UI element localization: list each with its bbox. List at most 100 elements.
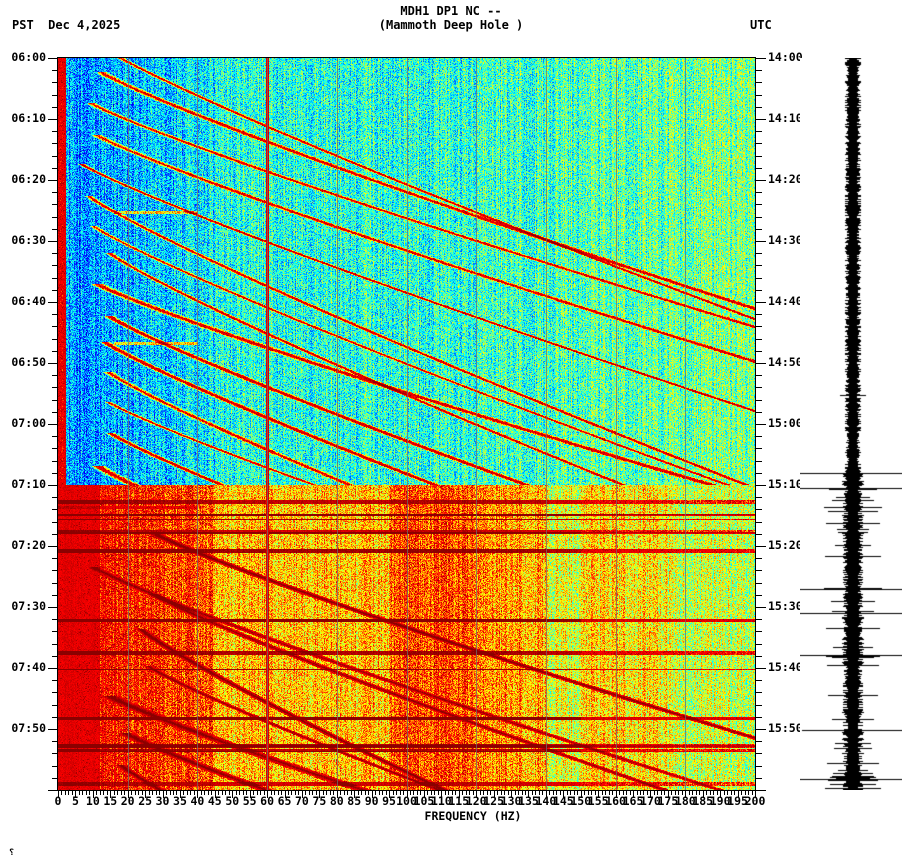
- freq-tick-148: [573, 791, 575, 795]
- time-tick-left-14: [52, 143, 58, 144]
- freq-tick-144: [559, 791, 561, 795]
- freq-tick-27: [152, 791, 154, 795]
- time-tick-left-50: [48, 363, 58, 364]
- time-tick-left-4: [52, 82, 58, 83]
- freq-tick-156: [601, 791, 603, 795]
- freq-tick-183: [695, 791, 697, 795]
- freq-tick-190: [720, 791, 722, 798]
- freq-tick-19: [124, 791, 126, 795]
- freq-tick-192: [727, 791, 729, 795]
- freq-tick-99: [403, 791, 404, 795]
- freq-label-85: 85: [347, 794, 362, 808]
- freq-tick-7: [82, 791, 84, 795]
- time-tick-left-18: [52, 168, 58, 169]
- time-label-pst-0730: 07:30: [11, 599, 46, 613]
- freq-tick-170: [650, 791, 652, 798]
- time-tick-right-66: [756, 461, 762, 462]
- time-tick-left-92: [52, 619, 58, 620]
- freq-tick-11: [96, 791, 98, 795]
- time-tick-left-48: [52, 351, 58, 352]
- freq-label-200: 200: [744, 794, 766, 808]
- time-tick-right-84: [756, 570, 762, 571]
- freq-tick-164: [629, 791, 631, 795]
- time-tick-left-8: [52, 107, 58, 108]
- time-tick-right-30: [756, 241, 766, 242]
- time-tick-left-12: [52, 131, 58, 132]
- freq-tick-186: [706, 791, 708, 795]
- freq-tick-172: [657, 791, 659, 795]
- time-tick-left-78: [52, 534, 58, 535]
- freq-tick-197: [744, 791, 746, 795]
- freq-tick-122: [483, 791, 485, 795]
- freq-label-190: 190: [709, 794, 731, 808]
- time-label-utc-1440: 14:40: [768, 294, 803, 308]
- time-tick-right-92: [756, 619, 762, 620]
- time-tick-left-84: [52, 570, 58, 571]
- freq-label-140: 140: [535, 794, 557, 808]
- time-tick-right-108: [756, 717, 762, 718]
- freq-label-195: 195: [727, 794, 748, 808]
- freq-tick-180: [685, 791, 687, 798]
- freq-tick-41: [200, 791, 202, 795]
- time-tick-right-6: [756, 95, 762, 96]
- freq-tick-182: [692, 791, 694, 795]
- freq-tick-181: [688, 791, 690, 795]
- time-tick-left-30: [48, 241, 58, 242]
- time-tick-left-70: [48, 485, 58, 486]
- time-tick-left-100: [48, 668, 58, 669]
- time-tick-left-38: [52, 290, 58, 291]
- time-label-pst-0640: 06:40: [11, 294, 46, 308]
- frequency-axis-line: [57, 790, 756, 791]
- freq-label-80: 80: [329, 794, 344, 808]
- freq-tick-112: [448, 791, 450, 795]
- freq-tick-126: [497, 791, 499, 795]
- freq-tick-35: [179, 791, 181, 798]
- time-label-pst-0750: 07:50: [11, 721, 46, 735]
- freq-tick-152: [587, 791, 589, 795]
- time-tick-right-4: [756, 82, 762, 83]
- freq-tick-32: [169, 791, 171, 795]
- freq-tick-66: [288, 791, 289, 795]
- freq-tick-89: [368, 791, 370, 795]
- freq-tick-111: [444, 791, 446, 795]
- freq-tick-97: [396, 791, 398, 795]
- time-tick-right-94: [756, 631, 762, 632]
- freq-tick-158: [608, 791, 610, 795]
- time-tick-left-36: [52, 278, 58, 279]
- freq-tick-103: [416, 791, 418, 795]
- freq-tick-116: [462, 791, 464, 795]
- spectrogram-plot: [58, 58, 755, 790]
- time-tick-left-72: [52, 497, 58, 498]
- station-code-title: MDH1 DP1 NC --: [400, 4, 502, 18]
- freq-label-145: 145: [552, 794, 574, 808]
- freq-tick-110: [441, 791, 443, 798]
- freq-tick-176: [671, 791, 673, 795]
- time-label-utc-1410: 14:10: [768, 111, 803, 125]
- freq-tick-95: [389, 791, 391, 798]
- freq-tick-60: [267, 791, 269, 798]
- time-tick-right-72: [756, 497, 762, 498]
- freq-tick-200: [755, 791, 756, 798]
- time-tick-right-18: [756, 168, 762, 169]
- freq-tick-59: [263, 791, 265, 795]
- freq-tick-128: [504, 791, 506, 795]
- time-tick-right-62: [756, 436, 762, 437]
- freq-tick-153: [591, 791, 593, 795]
- freq-tick-87: [361, 791, 363, 795]
- freq-label-0: 0: [54, 794, 62, 808]
- time-label-utc-1430: 14:30: [768, 233, 803, 247]
- freq-label-155: 155: [587, 794, 609, 808]
- freq-tick-70: [301, 791, 303, 798]
- freq-label-115: 115: [448, 794, 470, 808]
- time-tick-right-34: [756, 265, 762, 266]
- time-tick-right-52: [756, 375, 762, 376]
- time-tick-right-74: [756, 509, 762, 510]
- freq-label-75: 75: [312, 794, 327, 808]
- freq-tick-154: [594, 791, 596, 795]
- freq-tick-81: [340, 791, 342, 795]
- freq-tick-91: [375, 791, 377, 795]
- freq-tick-22: [134, 791, 136, 795]
- time-tick-left-64: [52, 448, 58, 449]
- freq-tick-104: [420, 791, 422, 795]
- freq-tick-9: [89, 791, 91, 795]
